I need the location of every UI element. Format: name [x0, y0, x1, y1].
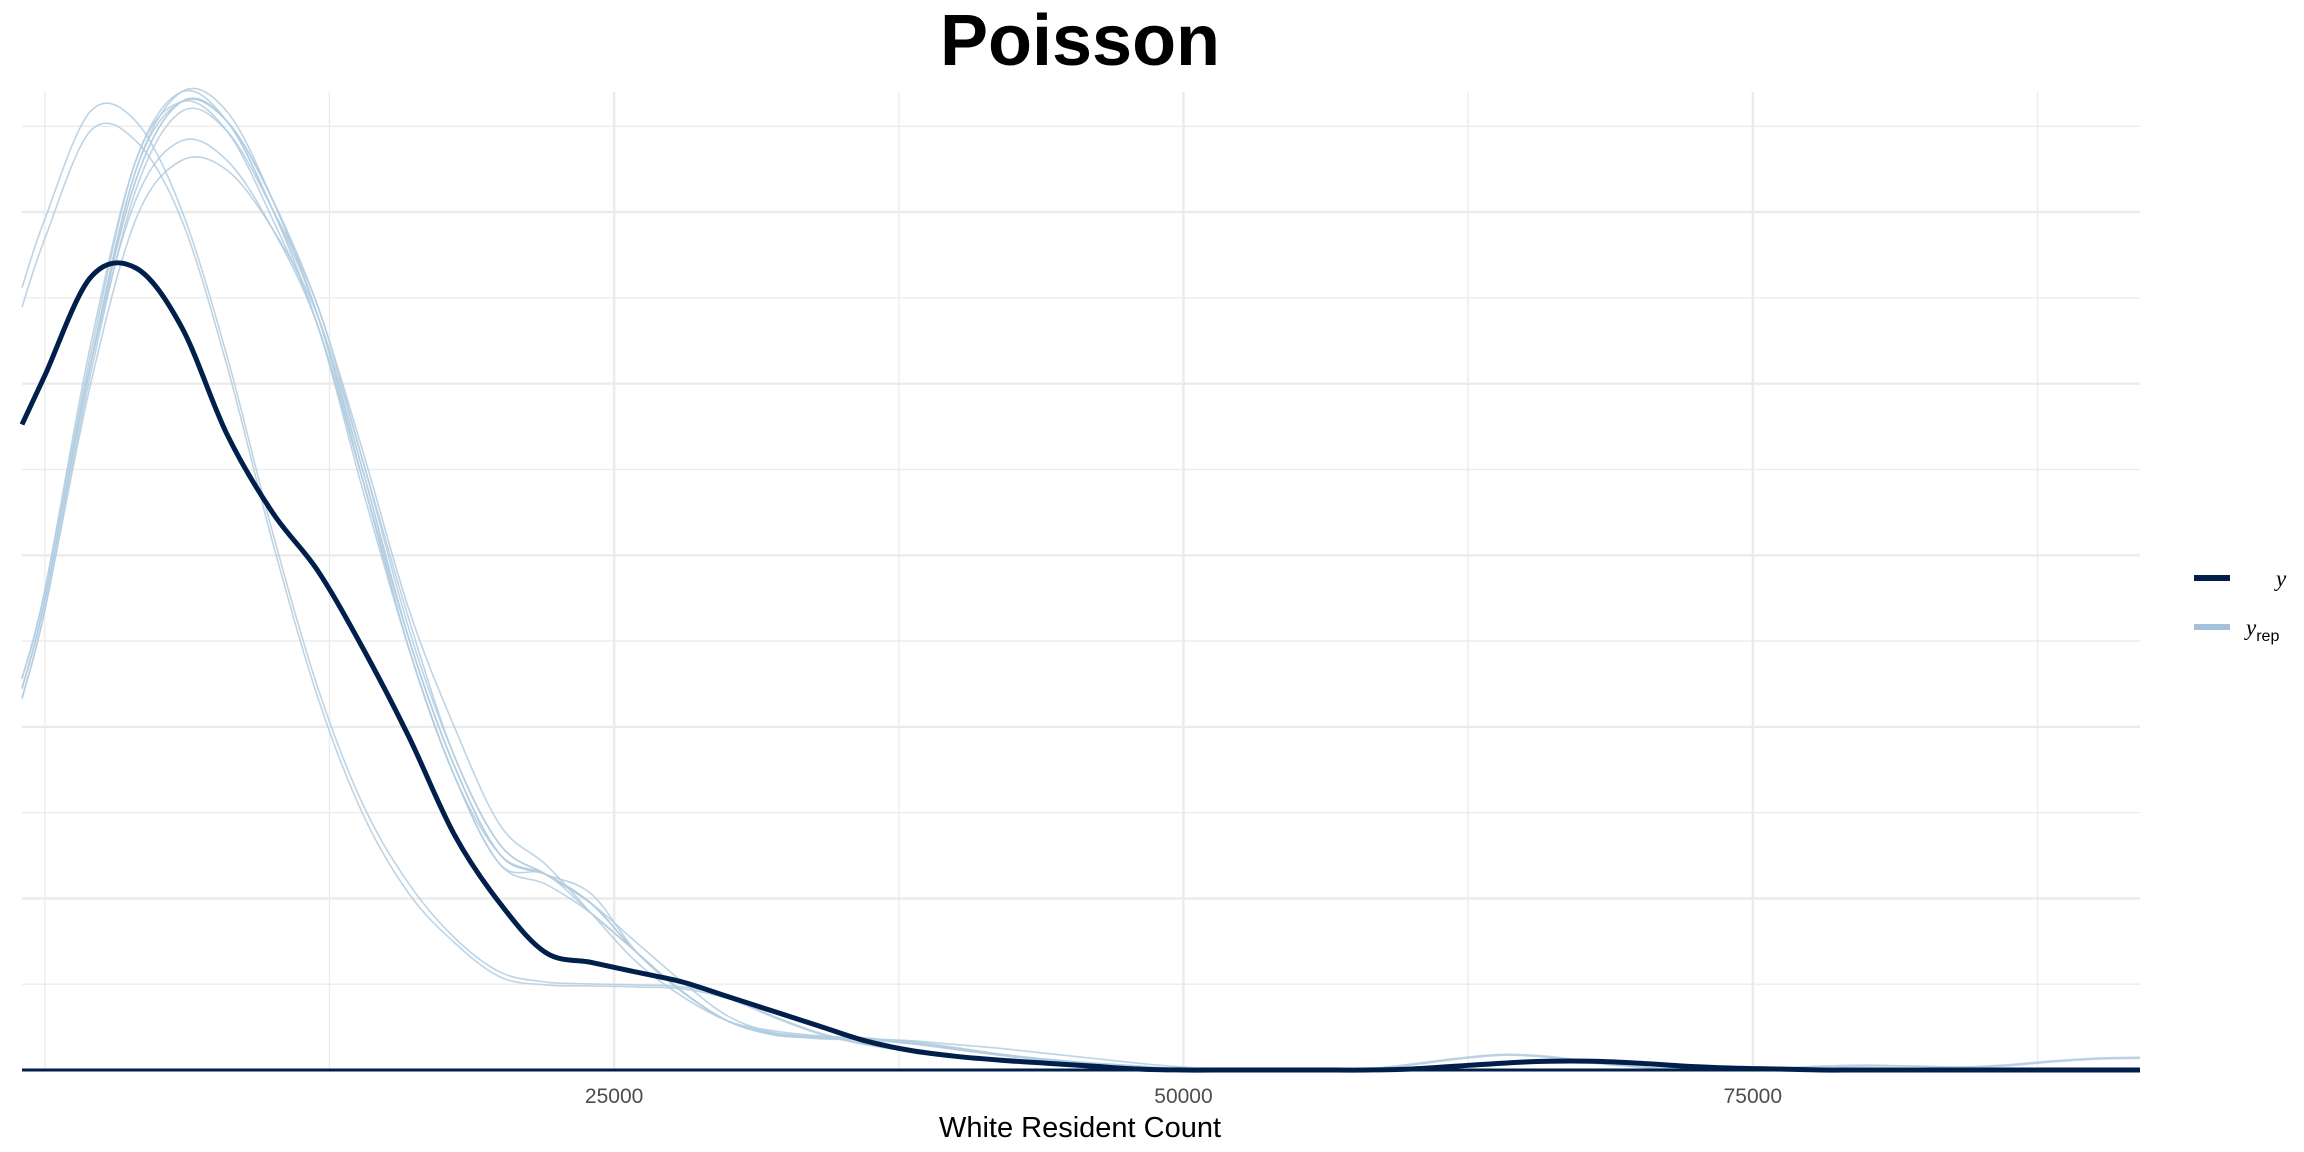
yrep-density-line-11 — [21, 122, 2141, 1071]
yrep-density-line-2 — [21, 87, 2140, 1071]
x-axis-label: White Resident Count — [939, 1112, 1221, 1144]
yrep-density-line-4 — [21, 107, 2140, 1071]
y-density-line — [19, 260, 2140, 1073]
x-tick-label: 25000 — [585, 1085, 643, 1108]
chart-title: Poisson — [940, 1, 1220, 81]
yrep-density-line-6 — [21, 89, 2140, 1071]
plot-series — [19, 87, 2141, 1073]
yrep-density-line-1 — [21, 97, 2140, 1071]
legend: y yrep — [2194, 566, 2287, 645]
yrep-density-line-3 — [21, 100, 2140, 1071]
legend-label-yrep: yrep — [2244, 615, 2279, 645]
yrep-density-line-8 — [21, 156, 2140, 1071]
yrep-density-line-5 — [21, 97, 2140, 1071]
x-tick-label: 50000 — [1154, 1085, 1212, 1108]
legend-label-y: y — [2274, 566, 2287, 591]
yrep-density-line-9 — [21, 98, 2140, 1071]
yrep-density-line-10 — [21, 102, 2141, 1071]
plot-grid — [22, 92, 2140, 1072]
x-tick-label: 75000 — [1724, 1085, 1782, 1108]
x-axis-ticks: 25000 50000 75000 — [585, 1085, 1782, 1108]
